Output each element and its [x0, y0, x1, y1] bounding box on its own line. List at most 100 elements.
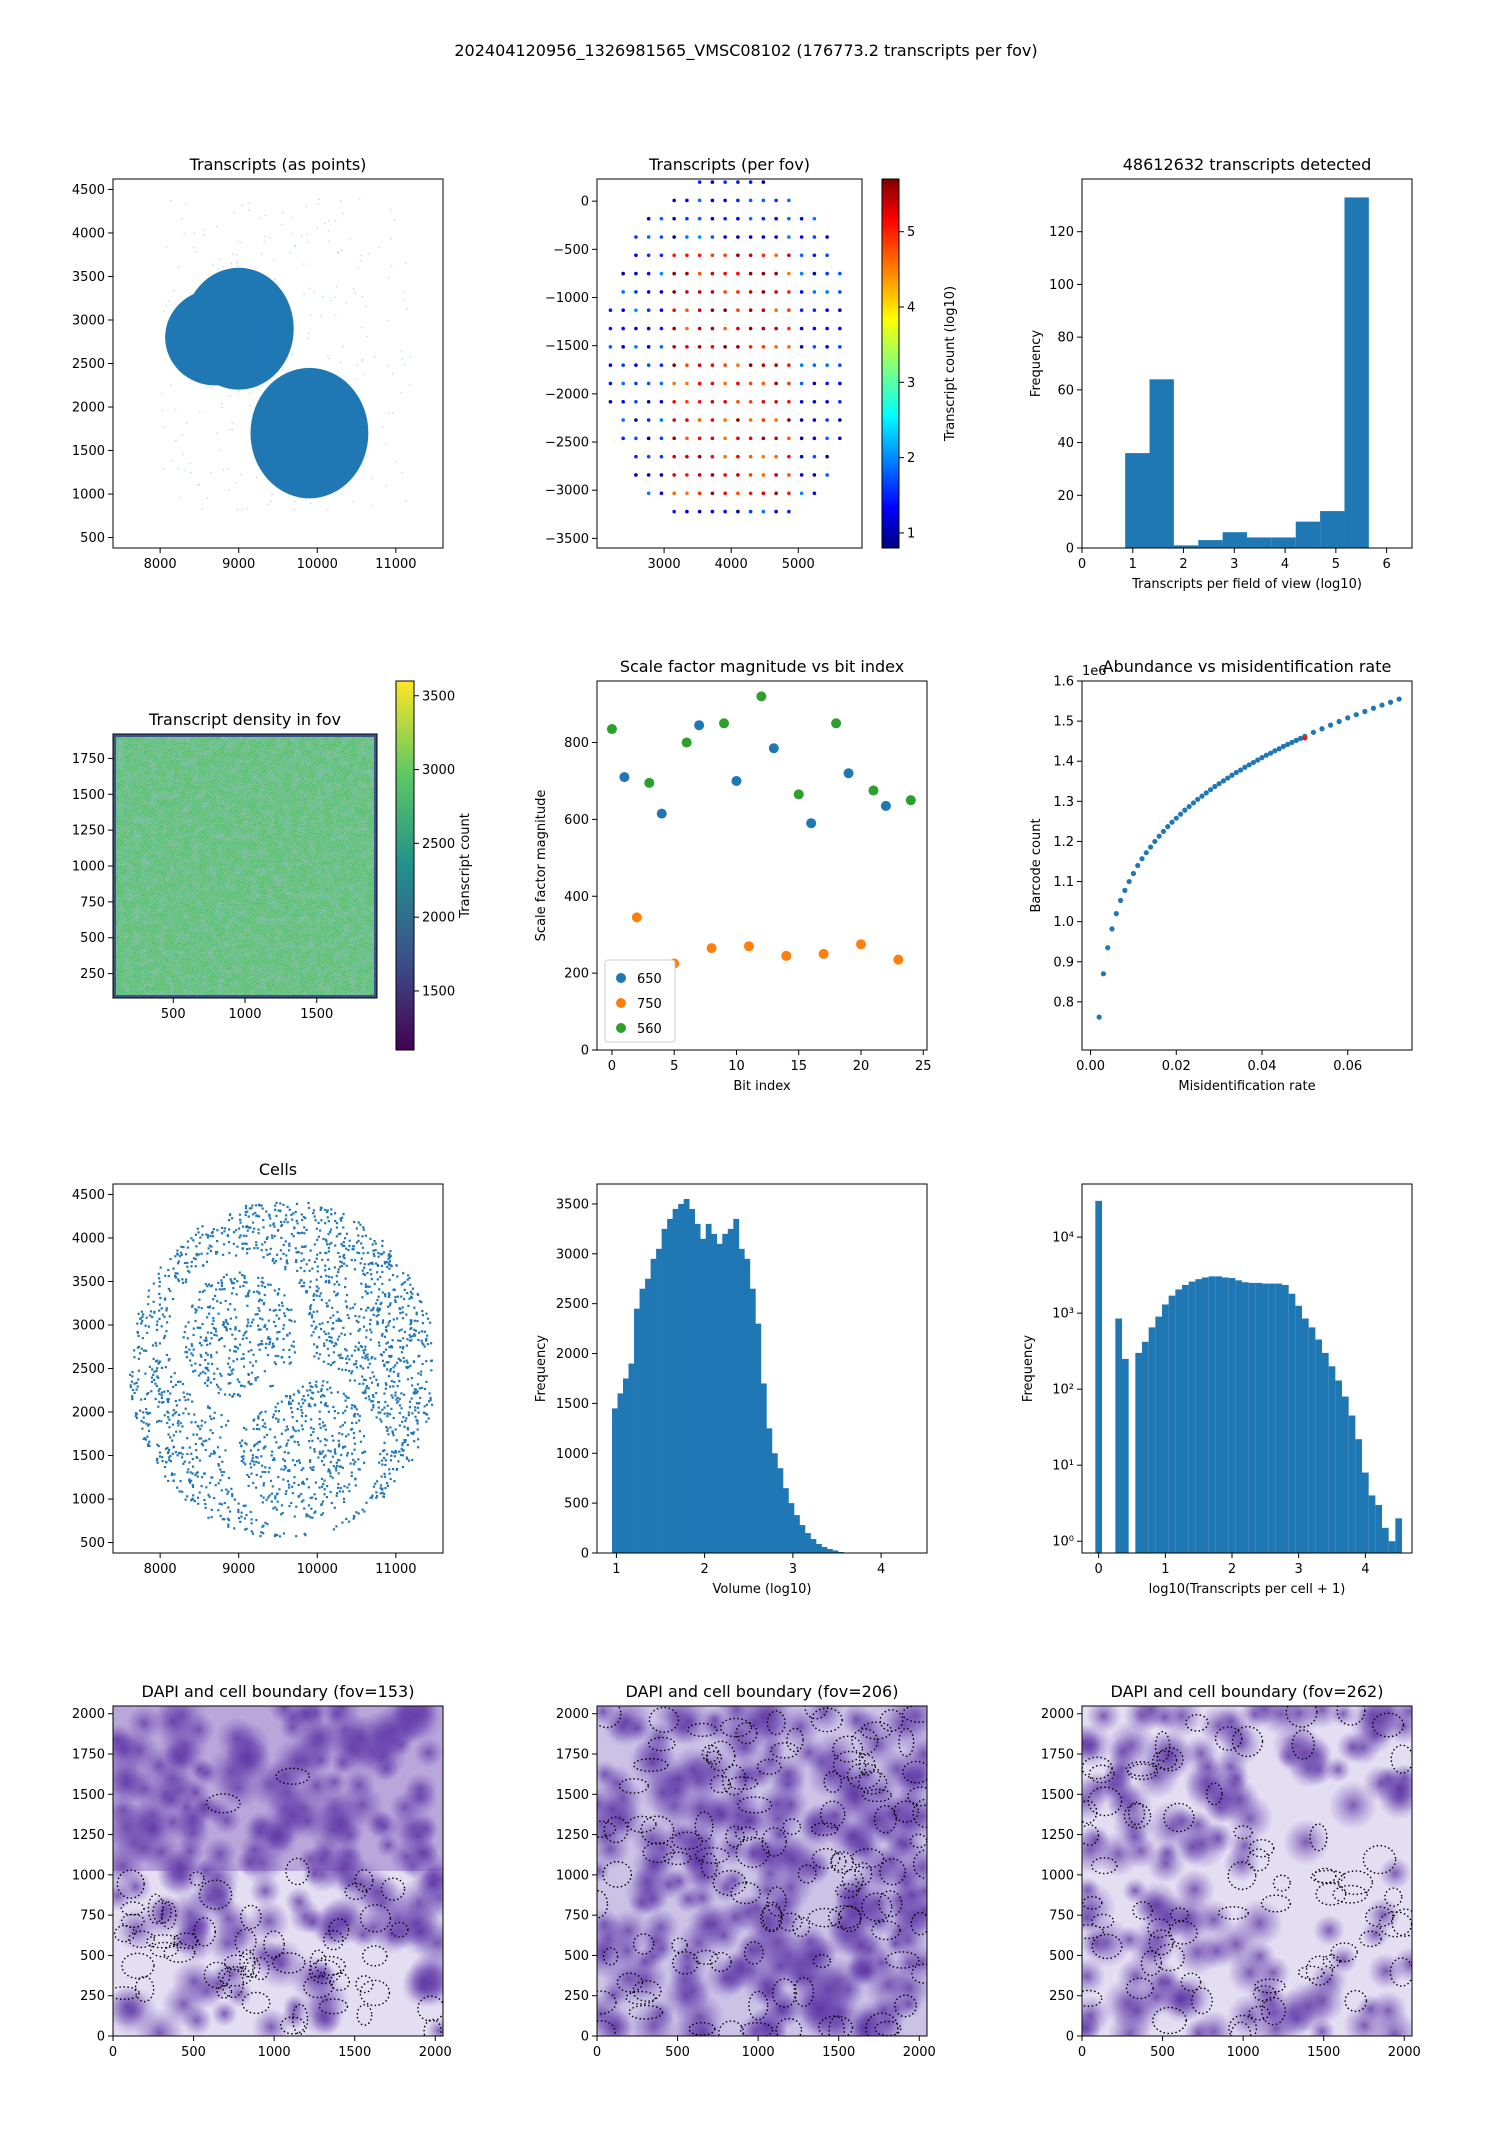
scatter-point: [325, 1495, 329, 1499]
scatter-point: [169, 1436, 172, 1439]
cell-boundary: [797, 1864, 817, 1884]
scatter-point: [267, 1336, 270, 1339]
scatter-point: [208, 1406, 211, 1410]
scatter-point: [353, 1379, 356, 1382]
cell-boundary: [1217, 1906, 1249, 1920]
nucleus-blob: [597, 2005, 634, 2036]
scatter-point: [283, 1451, 286, 1454]
x-tick-label: 4000: [715, 557, 748, 572]
data-point: [1216, 781, 1222, 787]
data-point: [781, 950, 792, 961]
histogram-bar: [1288, 1293, 1296, 1553]
scatter-point: [155, 1323, 159, 1326]
scatter-point: [185, 421, 188, 424]
scatter-point: [214, 1327, 217, 1331]
cell-boundary: [743, 1941, 764, 1965]
scatter-point: [343, 1485, 346, 1488]
cell-boundary: [1384, 1887, 1403, 1907]
scatter-point: [355, 1421, 358, 1424]
fov-point: [825, 436, 829, 441]
scatter-point: [352, 1517, 355, 1520]
scatter-point: [368, 252, 370, 255]
scatter-point: [292, 1212, 295, 1215]
cell-boundary: [885, 1951, 920, 1969]
scatter-point: [142, 1421, 145, 1424]
scatter-point: [403, 299, 406, 301]
scatter-point: [364, 1234, 368, 1237]
y-tick-label: 1000: [72, 1493, 105, 1508]
fov-point: [787, 216, 791, 221]
scatter-point: [324, 1454, 327, 1457]
fov-point: [799, 235, 804, 239]
histogram-bar: [1295, 1305, 1302, 1553]
scatter-point: [235, 482, 237, 484]
cell-boundary: [1082, 1895, 1103, 1910]
scatter-point: [354, 1259, 357, 1262]
scatter-point: [342, 1411, 345, 1415]
scatter-point: [321, 1512, 325, 1515]
scatter-point: [384, 1463, 387, 1467]
cell-boundary: [712, 1870, 747, 1896]
scatter-point: [176, 1486, 179, 1489]
scatter-point: [245, 1514, 248, 1517]
scatter-point: [420, 1301, 423, 1304]
scatter-point: [154, 1382, 157, 1385]
histogram-bar: [1328, 1366, 1336, 1553]
scatter-point: [314, 384, 316, 387]
scatter-point: [147, 1303, 150, 1306]
y-tick-label: −1000: [545, 291, 589, 306]
axes-frame: [1081, 680, 1413, 1051]
scatter-point: [319, 1327, 323, 1331]
fov-point: [646, 290, 651, 294]
scatter-point: [377, 1310, 380, 1313]
fov-point: [672, 381, 676, 386]
scatter-point: [276, 1253, 279, 1256]
scatter-point: [182, 1336, 185, 1339]
fov-point: [697, 418, 702, 422]
fov-point: [672, 473, 676, 477]
scatter-point: [394, 1299, 397, 1302]
scatter-point: [241, 1247, 245, 1250]
fov-point: [787, 198, 791, 203]
scatter-point: [312, 1331, 315, 1334]
scatter-point: [274, 1325, 277, 1328]
scatter-point: [248, 1207, 251, 1210]
scatter-point: [296, 1269, 299, 1272]
scatter-point: [298, 1232, 301, 1235]
scatter-point: [328, 1267, 331, 1270]
scatter-point: [375, 1271, 379, 1274]
scatter-point: [181, 1278, 184, 1281]
y-tick-label: 100: [1049, 278, 1074, 293]
scatter-point: [341, 1216, 344, 1219]
scatter-point: [252, 1460, 255, 1463]
scatter-point: [174, 1451, 177, 1454]
scatter-point: [273, 1289, 277, 1292]
scatter-point: [282, 1327, 285, 1330]
fov-point: [723, 399, 727, 404]
scatter-point: [191, 1465, 195, 1468]
nucleus-blob: [1123, 1832, 1159, 1869]
scatter-point: [389, 1250, 392, 1253]
fov-point: [748, 308, 753, 313]
scatter-point: [263, 1285, 267, 1289]
histogram-bar: [617, 1393, 624, 1553]
scatter-point: [309, 1311, 312, 1314]
cell-boundary: [756, 1758, 782, 1775]
scatter-point: [307, 1404, 310, 1407]
scatter-point: [236, 508, 239, 511]
scatter-point: [390, 1265, 393, 1268]
cell-boundary: [1336, 1706, 1366, 1726]
scatter-point: [227, 468, 230, 470]
scatter-point: [327, 468, 330, 471]
fov-point: [812, 216, 817, 221]
x-tick-label: 2000: [903, 2045, 936, 2060]
scatter-point: [368, 1362, 371, 1365]
scatter-point: [291, 1426, 295, 1429]
scatter-point: [311, 1267, 314, 1270]
cell-boundary: [633, 1757, 669, 1772]
scatter-point: [202, 229, 204, 231]
fov-point: [697, 436, 702, 441]
histogram-bar: [1222, 1277, 1229, 1553]
fov-point: [825, 308, 829, 313]
scatter-point: [370, 1400, 373, 1403]
